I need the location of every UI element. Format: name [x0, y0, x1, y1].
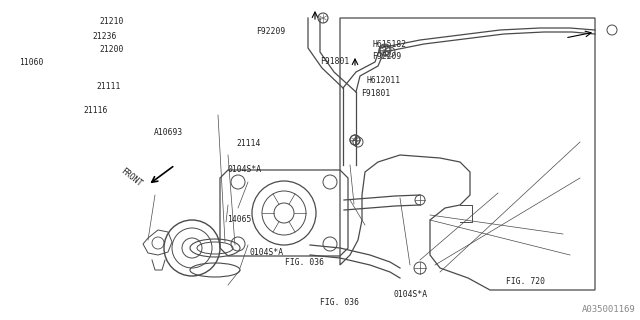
- Text: FIG. 036: FIG. 036: [285, 258, 324, 267]
- Text: 21210: 21210: [99, 17, 124, 26]
- Text: FIG. 720: FIG. 720: [506, 277, 545, 286]
- Text: 0104S*A: 0104S*A: [394, 290, 428, 299]
- Text: F91801: F91801: [320, 57, 349, 66]
- Text: 21200: 21200: [99, 45, 124, 54]
- Text: 21116: 21116: [83, 106, 108, 115]
- Text: 21114: 21114: [237, 140, 261, 148]
- Text: A10693: A10693: [154, 128, 183, 137]
- Text: H612011: H612011: [366, 76, 400, 85]
- Text: F91801: F91801: [362, 89, 391, 98]
- Text: 21111: 21111: [96, 82, 120, 91]
- Text: A035001169: A035001169: [582, 305, 636, 314]
- Text: 14065: 14065: [227, 215, 252, 224]
- Text: F92209: F92209: [256, 27, 285, 36]
- Text: 0104S*A: 0104S*A: [227, 165, 261, 174]
- Text: H615182: H615182: [372, 40, 406, 49]
- Text: FIG. 036: FIG. 036: [320, 298, 359, 307]
- Text: 0104S*A: 0104S*A: [250, 248, 284, 257]
- Text: FRONT: FRONT: [118, 166, 143, 189]
- Text: 21236: 21236: [93, 32, 117, 41]
- Text: F92209: F92209: [372, 52, 402, 61]
- Text: 11060: 11060: [19, 58, 44, 67]
